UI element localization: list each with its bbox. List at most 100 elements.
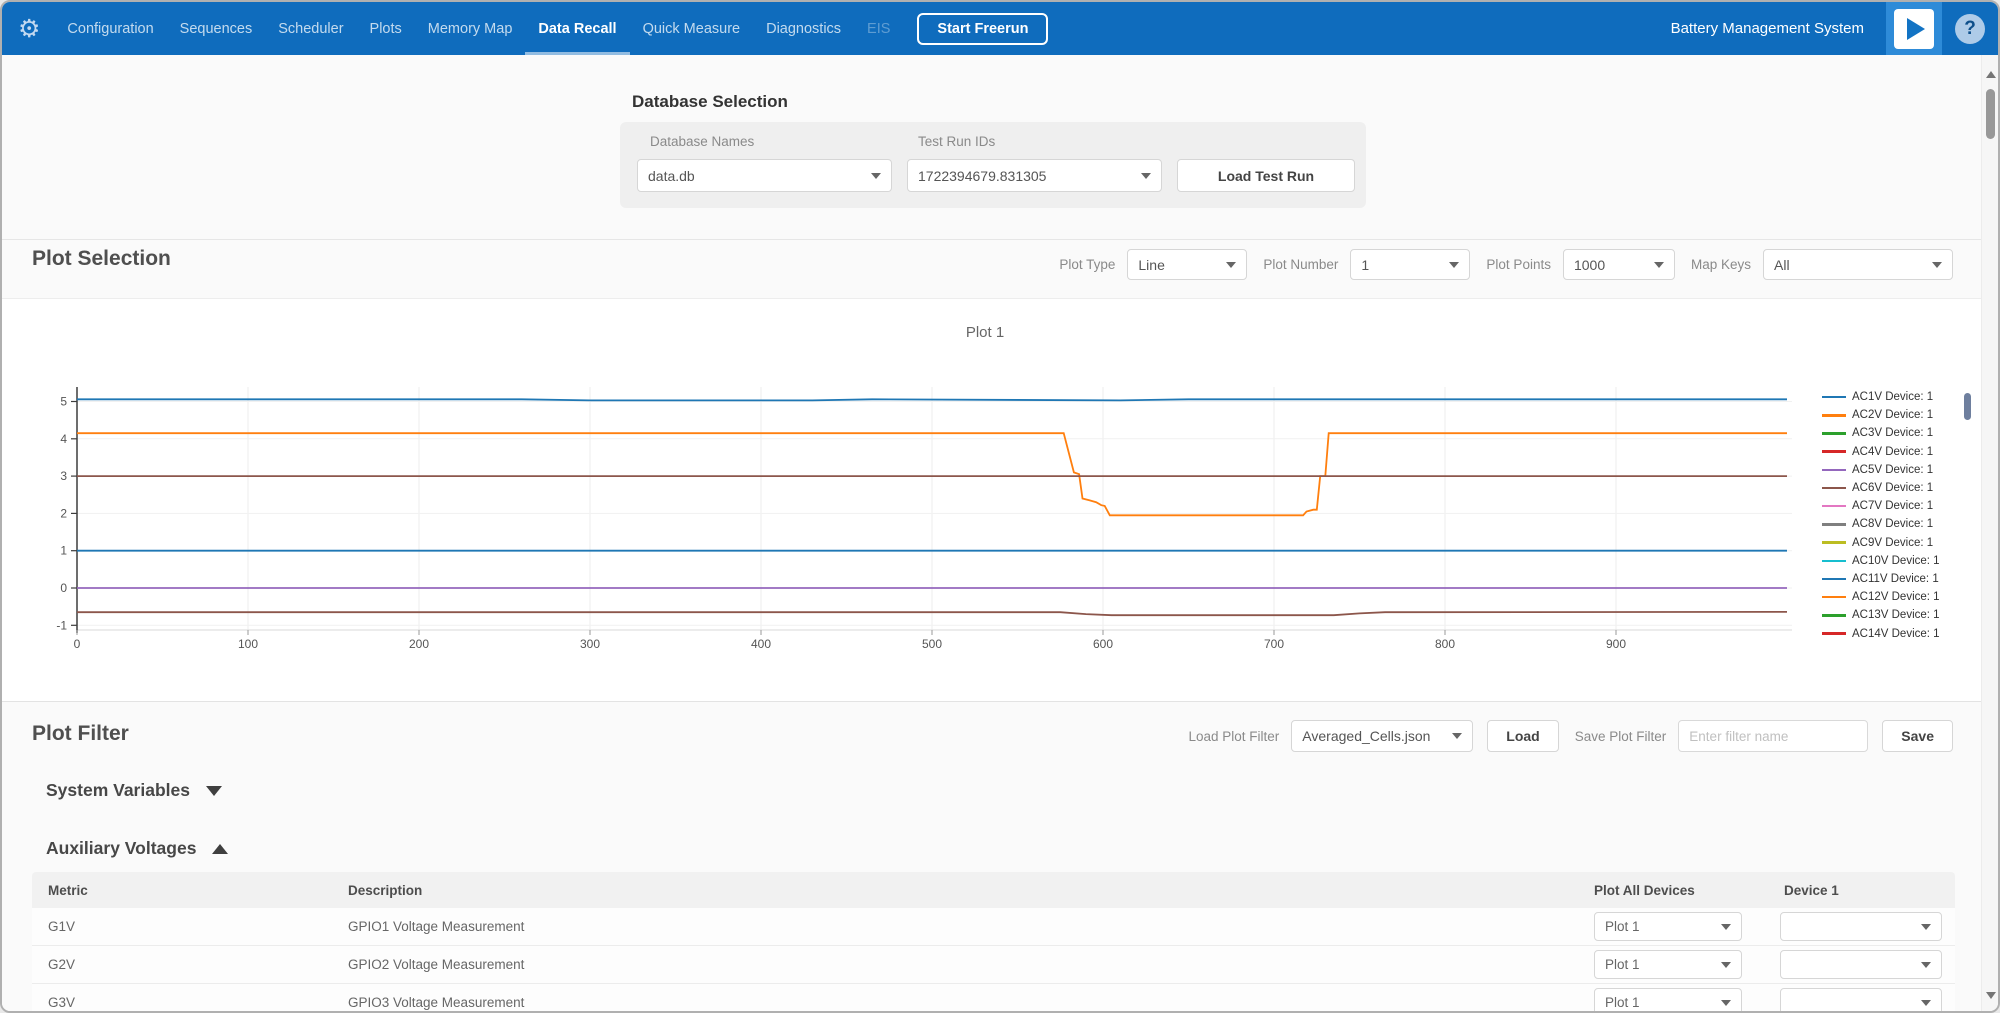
svg-text:700: 700 — [1264, 637, 1284, 651]
legend-swatch — [1822, 450, 1846, 453]
nav-item-configuration[interactable]: Configuration — [67, 20, 154, 37]
legend-item-ac2v-device-1[interactable]: AC2V Device: 1 — [1822, 406, 1940, 424]
legend-item-ac6v-device-1[interactable]: AC6V Device: 1 — [1822, 479, 1940, 497]
legend-item-ac5v-device-1[interactable]: AC5V Device: 1 — [1822, 461, 1940, 479]
load-filter-button[interactable]: Load — [1487, 720, 1559, 752]
device-1-select[interactable] — [1780, 950, 1942, 979]
play-button[interactable] — [1886, 2, 1942, 55]
auxiliary-voltages-group[interactable]: Auxiliary Voltages — [46, 838, 229, 859]
chevron-down-icon — [1226, 261, 1237, 268]
plot-type-select[interactable]: Line — [1127, 249, 1248, 280]
chart-card: Plot 1 — [2, 298, 1981, 702]
legend-item-ac9v-device-1[interactable]: AC9V Device: 1 — [1822, 534, 1940, 552]
nav-item-eis: EIS — [867, 20, 891, 37]
plot-all-devices-select[interactable]: Plot 1 — [1594, 950, 1742, 979]
system-variables-group[interactable]: System Variables — [46, 780, 222, 801]
legend-swatch — [1822, 559, 1846, 563]
legend-label: AC13V Device: 1 — [1852, 609, 1940, 622]
app-title: Battery Management System — [1670, 20, 1864, 37]
chevron-down-icon — [1921, 999, 1931, 1006]
chevron-down-icon — [1141, 172, 1151, 179]
svg-text:0: 0 — [60, 581, 67, 595]
legend-swatch — [1822, 523, 1846, 526]
start-freerun-button[interactable]: Start Freerun — [917, 12, 1049, 45]
plot-canvas[interactable]: -1 0 1 2 3 4 5 0 100 200 300 400 500 600 700 800 900 — [2, 342, 1968, 662]
scroll-down-arrow-icon[interactable] — [1986, 992, 1996, 999]
svg-text:0: 0 — [74, 637, 81, 651]
legend-label: AC4V Device: 1 — [1852, 445, 1934, 458]
legend-item-ac12v-device-1[interactable]: AC12V Device: 1 — [1822, 588, 1940, 606]
svg-text:100: 100 — [238, 637, 258, 651]
scroll-up-arrow-icon[interactable] — [1986, 71, 1996, 78]
svg-text:5: 5 — [60, 395, 67, 409]
nav-item-diagnostics[interactable]: Diagnostics — [766, 20, 842, 37]
description-cell: GPIO1 Voltage Measurement — [348, 919, 525, 934]
map-keys-label: Map Keys — [1690, 257, 1751, 272]
plot-filter-title: Plot Filter — [32, 722, 129, 745]
settings-gear-icon[interactable]: ⚙ — [18, 14, 41, 43]
metric-cell: G1V — [48, 919, 76, 934]
nav-item-scheduler[interactable]: Scheduler — [278, 20, 344, 37]
legend-swatch — [1822, 468, 1846, 472]
series-ac1v-device-1 — [77, 398, 1787, 402]
chart-scrollbar-thumb[interactable] — [1964, 393, 1971, 420]
test-run-ids-select[interactable]: 1722394679.831305 — [907, 159, 1162, 192]
plot-points-label: Plot Points — [1486, 257, 1551, 272]
nav-item-memory-map[interactable]: Memory Map — [427, 20, 513, 37]
test-run-ids-label: Test Run IDs — [918, 134, 996, 149]
svg-text:-1: -1 — [56, 618, 67, 632]
legend-item-ac1v-device-1[interactable]: AC1V Device: 1 — [1822, 388, 1940, 406]
plot-filter-controls: Load Plot Filter Averaged_Cells.json Loa… — [1173, 720, 1953, 752]
plot-selection-title: Plot Selection — [32, 247, 171, 270]
nav-menu: Configuration Sequences Scheduler Plots Memo… — [54, 2, 903, 55]
chart-title: Plot 1 — [965, 324, 1005, 341]
section-divider — [2, 239, 1981, 240]
legend-swatch — [1822, 632, 1846, 635]
plot-all-devices-select[interactable]: Plot 1 — [1594, 988, 1742, 1011]
chevron-down-icon — [1721, 999, 1731, 1006]
load-filter-select[interactable]: Averaged_Cells.json — [1291, 720, 1474, 752]
chevron-down-icon — [1721, 923, 1731, 930]
legend-label: AC10V Device: 1 — [1852, 554, 1940, 567]
legend-swatch — [1822, 432, 1846, 435]
legend-item-ac14v-device-1[interactable]: AC14V Device: 1 — [1822, 624, 1940, 642]
legend-item-ac10v-device-1[interactable]: AC10V Device: 1 — [1822, 552, 1940, 570]
nav-item-sequences[interactable]: Sequences — [179, 20, 253, 37]
save-filter-button[interactable]: Save — [1882, 720, 1953, 752]
nav-item-data-recall[interactable]: Data Recall — [525, 2, 629, 55]
plot-all-devices-select[interactable]: Plot 1 — [1594, 912, 1742, 941]
chevron-down-icon — [1932, 261, 1942, 268]
load-plot-filter-label: Load Plot Filter — [1188, 728, 1280, 744]
scrollbar-thumb[interactable] — [1986, 89, 1995, 139]
legend-label: AC7V Device: 1 — [1852, 500, 1934, 513]
plot-number-label: Plot Number — [1263, 257, 1339, 272]
svg-text:1: 1 — [60, 544, 67, 558]
legend-swatch — [1822, 577, 1846, 581]
legend-item-ac7v-device-1[interactable]: AC7V Device: 1 — [1822, 497, 1940, 515]
legend-item-ac13v-device-1[interactable]: AC13V Device: 1 — [1822, 606, 1940, 624]
legend-label: AC14V Device: 1 — [1852, 627, 1940, 640]
legend-item-ac8v-device-1[interactable]: AC8V Device: 1 — [1822, 515, 1940, 533]
save-filter-input[interactable] — [1678, 720, 1869, 752]
save-plot-filter-label: Save Plot Filter — [1574, 728, 1667, 744]
device-1-select[interactable] — [1780, 912, 1942, 941]
legend-label: AC6V Device: 1 — [1852, 482, 1934, 495]
plot-points-select[interactable]: 1000 — [1562, 249, 1675, 280]
chevron-down-icon — [1921, 923, 1931, 930]
database-names-select[interactable]: data.db — [637, 159, 892, 192]
load-test-run-button[interactable]: Load Test Run — [1177, 159, 1355, 192]
description-cell: GPIO3 Voltage Measurement — [348, 995, 525, 1010]
help-icon[interactable]: ? — [1955, 13, 1985, 44]
nav-item-plots[interactable]: Plots — [369, 20, 402, 37]
device-1-select[interactable] — [1780, 988, 1942, 1011]
map-keys-select[interactable]: All — [1763, 249, 1953, 280]
page-scrollbar[interactable] — [1981, 55, 1998, 1011]
legend-item-ac4v-device-1[interactable]: AC4V Device: 1 — [1822, 443, 1940, 461]
nav-item-quick-measure[interactable]: Quick Measure — [642, 20, 741, 37]
plot-selection-controls: Plot Type Line Plot Number 1 Plot Points… — [1043, 249, 1953, 280]
plot-number-select[interactable]: 1 — [1350, 249, 1471, 280]
auxiliary-voltages-table: Metric Description Plot All Devices Device … — [32, 872, 1955, 1011]
legend-item-ac3v-device-1[interactable]: AC3V Device: 1 — [1822, 424, 1940, 442]
legend-item-ac11v-device-1[interactable]: AC11V Device: 1 — [1822, 570, 1940, 588]
